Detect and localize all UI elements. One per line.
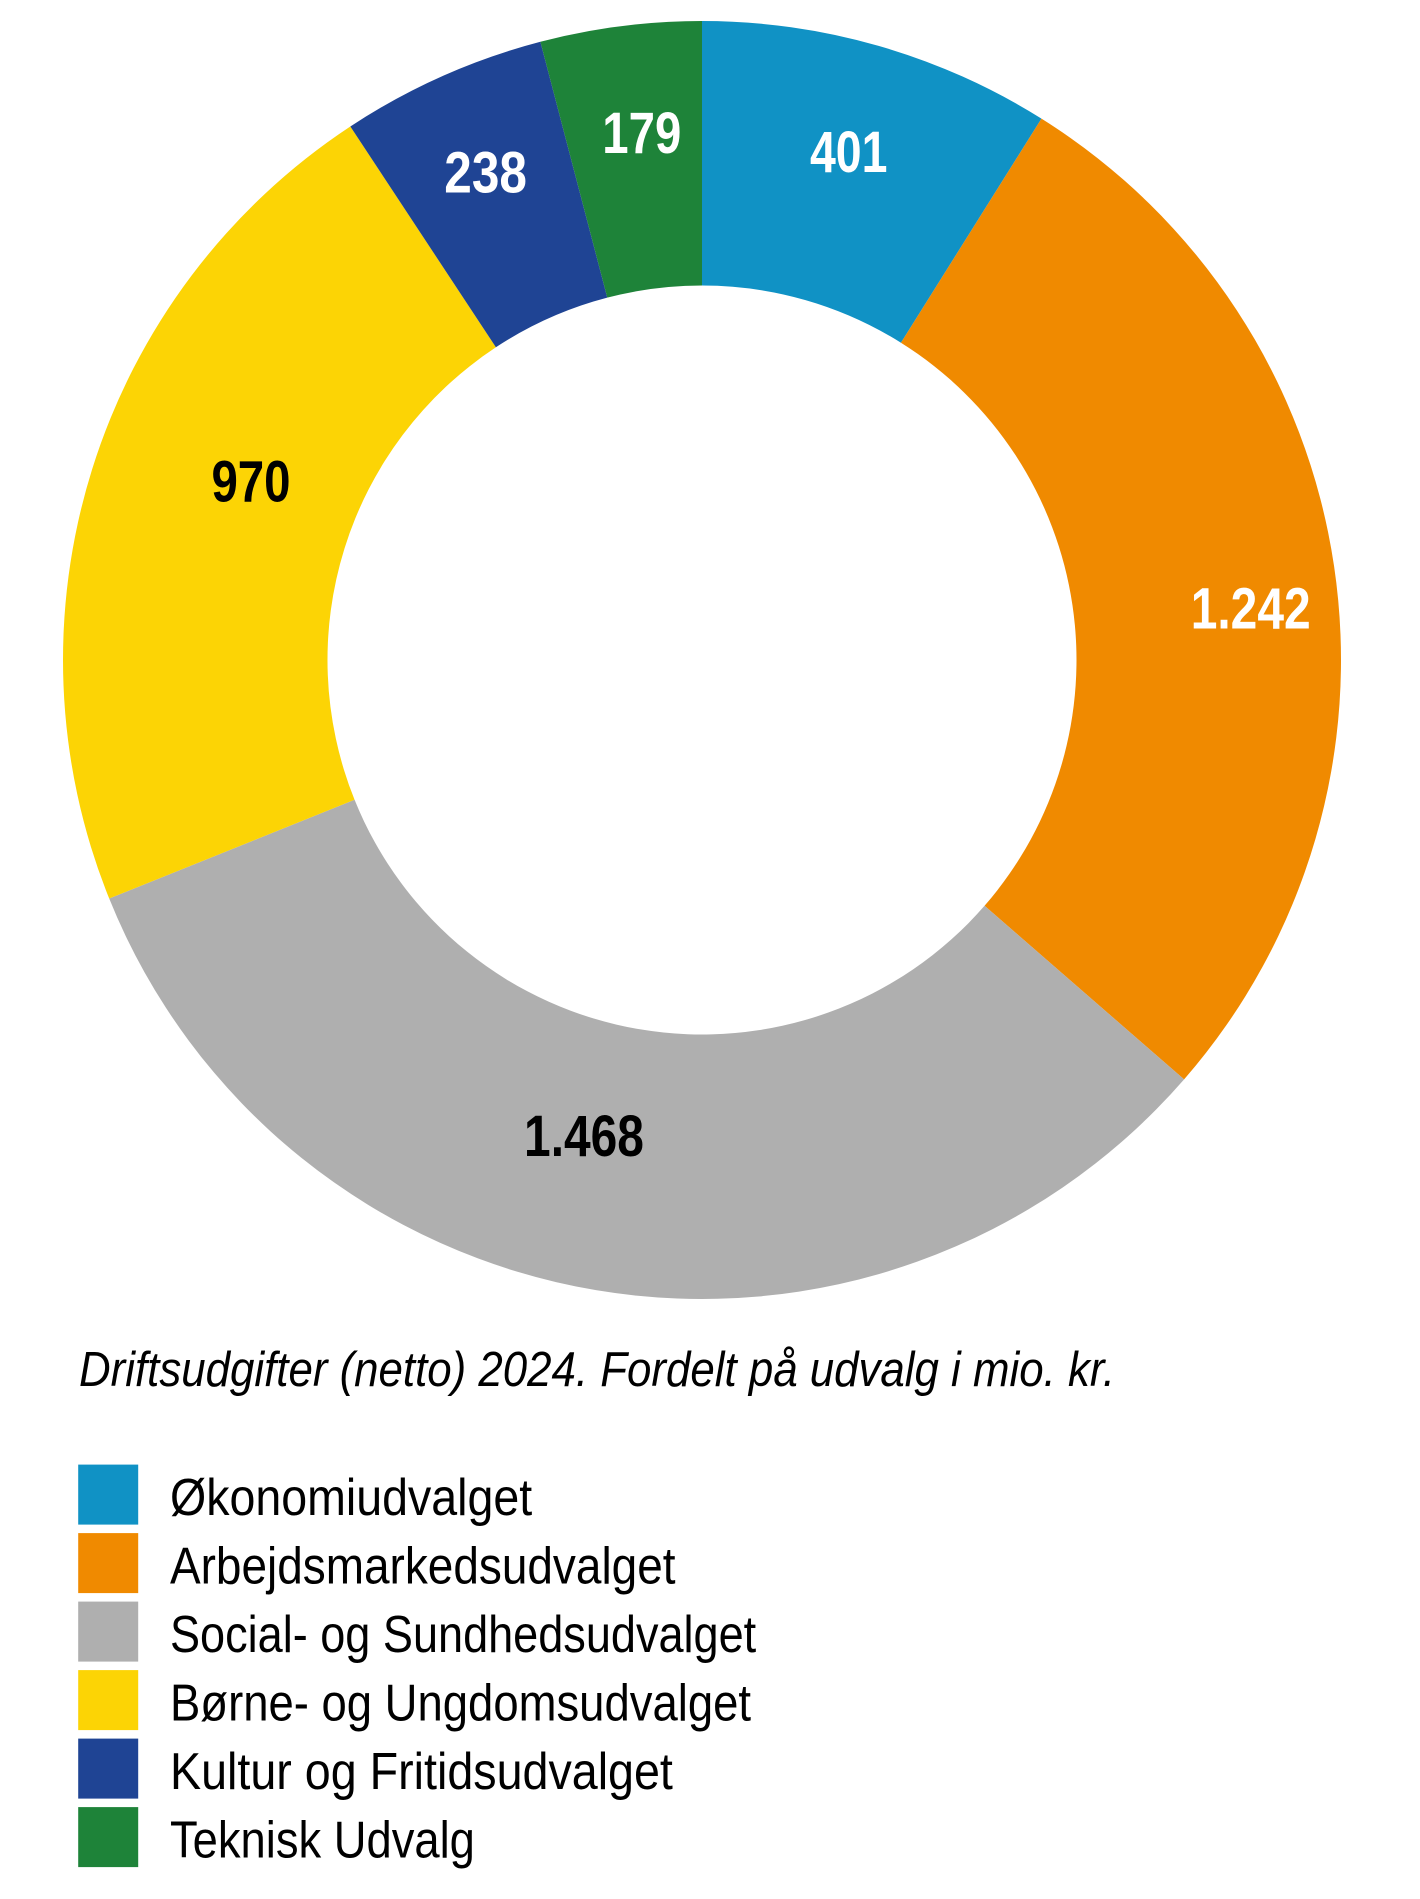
svg-text:Økonomiudvalget: Økonomiudvalget xyxy=(170,1469,533,1527)
svg-text:Kultur og Fritidsudvalget: Kultur og Fritidsudvalget xyxy=(170,1743,673,1801)
svg-text:Børne- og Ungdomsudvalget: Børne- og Ungdomsudvalget xyxy=(170,1674,751,1732)
svg-text:401: 401 xyxy=(810,120,888,185)
svg-text:Social- og Sundhedsudvalget: Social- og Sundhedsudvalget xyxy=(170,1606,757,1664)
svg-text:179: 179 xyxy=(602,101,681,166)
svg-text:238: 238 xyxy=(444,141,527,206)
svg-text:970: 970 xyxy=(211,450,290,515)
svg-text:Driftsudgifter (netto) 2024. F: Driftsudgifter (netto) 2024. Fordelt på … xyxy=(79,1343,1115,1397)
svg-text:1.242: 1.242 xyxy=(1191,577,1311,642)
svg-text:Teknisk Udvalg: Teknisk Udvalg xyxy=(170,1811,475,1869)
svg-text:1.468: 1.468 xyxy=(524,1104,644,1169)
svg-text:Arbejdsmarkedsudvalget: Arbejdsmarkedsudvalget xyxy=(170,1537,676,1595)
